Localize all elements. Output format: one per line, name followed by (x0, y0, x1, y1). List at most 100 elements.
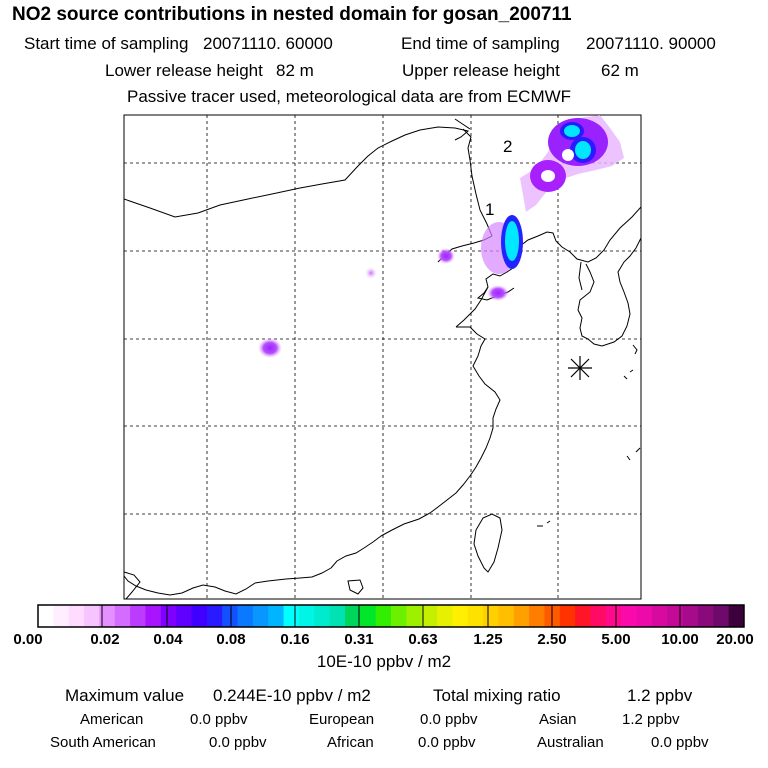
total-mixing-label: Total mixing ratio (433, 686, 561, 705)
coastlines (124, 118, 641, 599)
region-name: American (80, 711, 144, 728)
region-name: Asian (539, 711, 577, 728)
colorbar-swatch (344, 605, 361, 627)
plot-title: NO2 source contributions in nested domai… (12, 4, 572, 25)
colorbar-swatch (268, 605, 284, 627)
colorbar-swatch (160, 605, 177, 627)
colorbar-swatch (206, 605, 223, 627)
colorbar-swatch (697, 605, 714, 627)
plume-small (365, 267, 377, 279)
total-mixing-value: 1.2 ppbv (627, 686, 693, 705)
colorbar-swatch (406, 605, 423, 627)
concentration-field (258, 115, 624, 358)
plume-2-peak (575, 141, 591, 159)
lower-height-value: 82 m (276, 61, 314, 80)
region-name: South American (50, 734, 156, 751)
map-frame (123, 114, 642, 600)
upper-height-label: Upper release height (402, 61, 560, 80)
colorbar-swatch (191, 605, 208, 627)
colorbar-swatch (651, 605, 668, 627)
region-name: Australian (537, 734, 604, 751)
region-name: European (309, 711, 375, 728)
plume-west (437, 248, 455, 264)
colorbar-swatch (68, 605, 85, 627)
colorbar-swatch (298, 605, 315, 627)
colorbar-swatch (176, 605, 192, 627)
source-label-2: 2 (503, 137, 512, 156)
colorbar-swatch (391, 605, 407, 627)
colorbar-swatch (84, 605, 100, 627)
receptor-marker (568, 356, 592, 380)
colorbar-swatch (636, 605, 653, 627)
colorbar-swatch (667, 605, 684, 627)
colorbar-swatch (682, 605, 699, 627)
colorbar-tick: 0.63 (408, 631, 438, 648)
colorbar-swatch (529, 605, 545, 627)
max-value: 0.244E-10 ppbv / m2 (213, 686, 371, 705)
start-time-label: Start time of sampling (24, 34, 189, 53)
colorbar-tick: 0.02 (90, 631, 120, 648)
region-value: 0.0 ppbv (651, 734, 709, 751)
colorbar-swatch (452, 605, 469, 627)
colorbar-swatch (467, 605, 484, 627)
colorbar-swatch (99, 605, 116, 627)
colorbar-swatch (38, 605, 54, 627)
colorbar-swatch (513, 605, 530, 627)
colorbar-tick: 20.00 (716, 631, 754, 648)
colorbar-swatch (728, 605, 745, 627)
plume-2-peak-north (564, 125, 580, 137)
end-time-label: End time of sampling (401, 34, 560, 53)
colorbar-border (37, 604, 745, 628)
colorbar-swatch (114, 605, 131, 627)
colorbar-swatch (498, 605, 515, 627)
colorbar-swatch (590, 605, 607, 627)
source-label-1: 1 (485, 200, 494, 219)
plume-1-peak (505, 221, 519, 261)
plume-inland (258, 338, 282, 358)
colorbar-tick: 0.16 (280, 631, 310, 648)
region-value: 0.0 ppbv (190, 711, 248, 728)
colorbar-swatch (575, 605, 591, 627)
region-value: 0.0 ppbv (209, 734, 267, 751)
colorbar-swatch (360, 605, 377, 627)
region-value: 0.0 ppbv (418, 734, 476, 751)
colorbar-tick: 1.25 (473, 631, 503, 648)
colorbar-swatch (329, 605, 346, 627)
lat-lon-grid (124, 115, 641, 599)
colorbar-swatch (130, 605, 146, 627)
region-name: African (327, 734, 374, 751)
colorbar-swatch (559, 605, 576, 627)
colorbar-tick: 0.04 (153, 631, 183, 648)
colorbar-swatch (621, 605, 637, 627)
colorbar-swatch (437, 605, 453, 627)
colorbar-swatch (421, 605, 438, 627)
colorbar-tick: 0.31 (344, 631, 374, 648)
colorbar-swatch (483, 605, 499, 627)
colorbar-swatch (283, 605, 300, 627)
colorbar-swatch (145, 605, 162, 627)
colorbar-swatch (252, 605, 269, 627)
lower-height-label: Lower release height (105, 61, 263, 80)
colorbar-tick: 2.50 (537, 631, 567, 648)
colorbar-tick: 10.00 (661, 631, 699, 648)
colorbar-units: 10E-10 ppbv / m2 (316, 652, 452, 671)
colorbar-swatch (713, 605, 730, 627)
region-value: 0.0 ppbv (420, 711, 478, 728)
colorbar (37, 604, 745, 628)
plume-2-hole-2 (562, 149, 574, 161)
plume-shandong (487, 285, 509, 301)
colorbar-swatch (222, 605, 238, 627)
start-time-value: 20071110. 60000 (203, 34, 333, 53)
max-value-label: Maximum value (65, 686, 185, 705)
colorbar-tick: 5.00 (601, 631, 631, 648)
colorbar-tick: 0.00 (13, 631, 43, 648)
colorbar-swatch (605, 605, 622, 627)
tracer-note: Passive tracer used, meteorological data… (127, 87, 572, 106)
upper-height-value: 62 m (601, 61, 639, 80)
end-time-value: 20071110. 90000 (586, 34, 716, 53)
colorbar-swatch (375, 605, 392, 627)
colorbar-swatch (237, 605, 254, 627)
region-value: 1.2 ppbv (622, 711, 680, 728)
plume-2-hole (541, 170, 555, 182)
